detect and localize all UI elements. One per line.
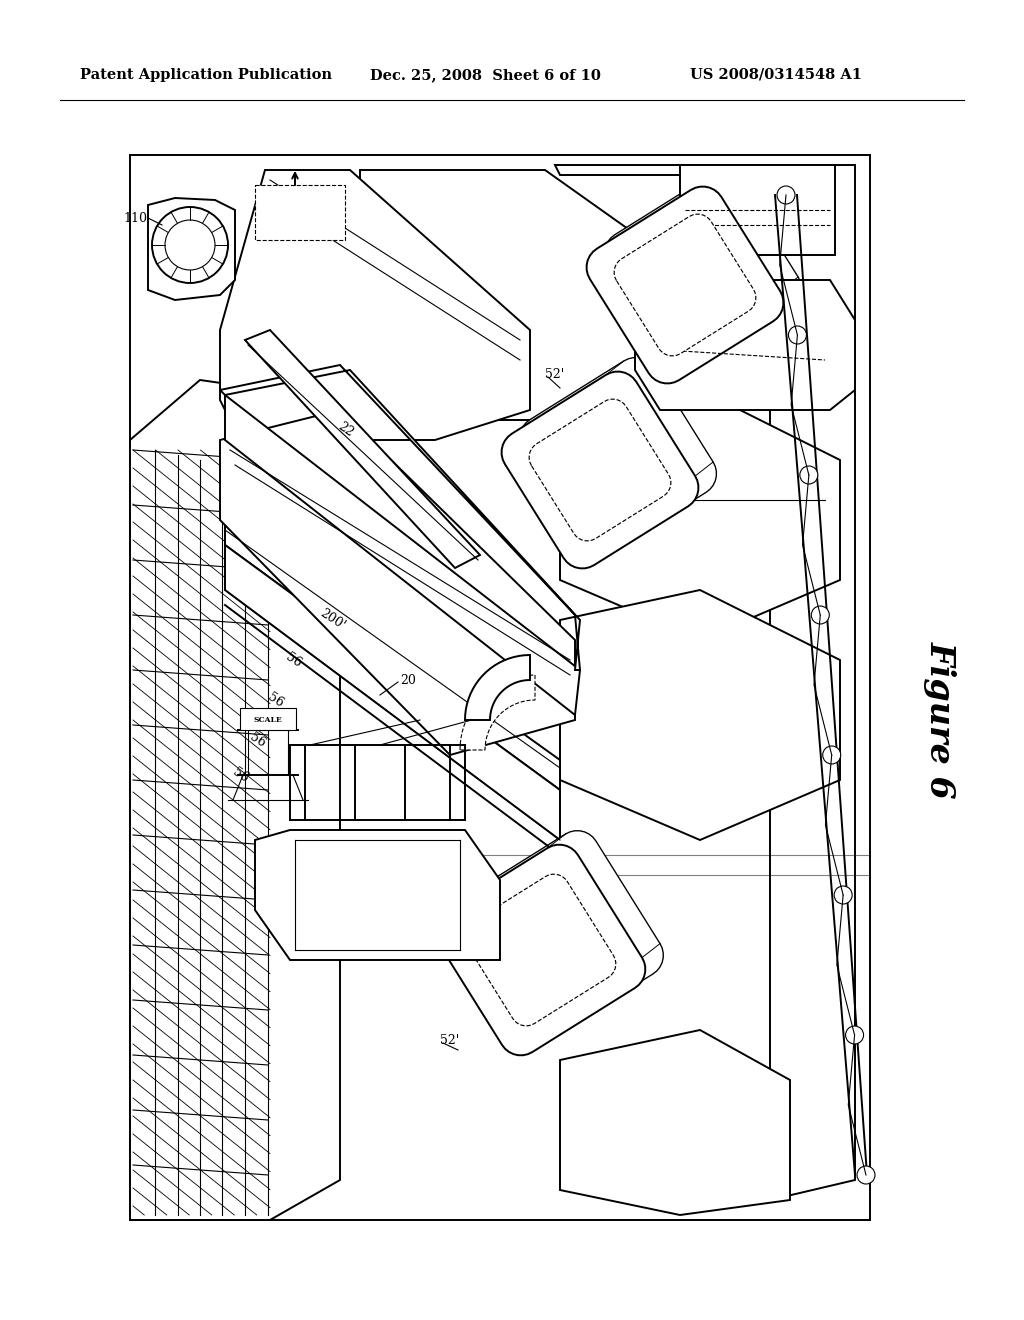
Polygon shape <box>465 655 530 719</box>
Polygon shape <box>130 380 340 1220</box>
Circle shape <box>788 326 807 345</box>
Text: 56: 56 <box>247 730 267 750</box>
Polygon shape <box>225 545 560 840</box>
Polygon shape <box>220 366 580 671</box>
Circle shape <box>811 606 829 624</box>
Polygon shape <box>587 186 783 383</box>
Text: 20: 20 <box>400 673 416 686</box>
Text: 200': 200' <box>318 607 348 632</box>
Circle shape <box>857 1166 874 1184</box>
Text: 56: 56 <box>230 766 251 785</box>
Polygon shape <box>604 173 802 370</box>
Polygon shape <box>529 399 671 541</box>
Circle shape <box>777 186 795 205</box>
Circle shape <box>800 466 818 484</box>
Polygon shape <box>255 830 500 960</box>
Polygon shape <box>519 358 717 554</box>
Text: 56: 56 <box>265 690 286 710</box>
Polygon shape <box>560 389 840 640</box>
Text: 110: 110 <box>123 211 147 224</box>
Polygon shape <box>225 395 580 715</box>
Polygon shape <box>635 280 855 411</box>
Polygon shape <box>245 330 480 568</box>
Text: US 2008/0314548 A1: US 2008/0314548 A1 <box>690 69 862 82</box>
Polygon shape <box>453 830 664 1041</box>
Text: 56: 56 <box>283 651 303 669</box>
Circle shape <box>822 746 841 764</box>
Text: Dec. 25, 2008  Sheet 6 of 10: Dec. 25, 2008 Sheet 6 of 10 <box>370 69 601 82</box>
Text: SCALE: SCALE <box>254 715 283 723</box>
Bar <box>240 708 296 730</box>
Circle shape <box>152 207 228 282</box>
Polygon shape <box>148 198 234 300</box>
Polygon shape <box>464 874 615 1026</box>
Circle shape <box>835 886 852 904</box>
Text: 22: 22 <box>335 420 355 440</box>
Polygon shape <box>435 845 645 1055</box>
Polygon shape <box>560 590 840 840</box>
Polygon shape <box>680 165 835 255</box>
Polygon shape <box>360 170 700 420</box>
Polygon shape <box>502 372 698 569</box>
Text: 52': 52' <box>545 368 564 381</box>
Circle shape <box>846 1026 863 1044</box>
Bar <box>130 154 870 1220</box>
Polygon shape <box>225 520 560 789</box>
Polygon shape <box>560 1030 790 1214</box>
Text: Figure 6: Figure 6 <box>924 642 956 799</box>
Polygon shape <box>614 214 756 356</box>
Circle shape <box>165 220 215 271</box>
Polygon shape <box>460 675 535 750</box>
Text: Patent Application Publication: Patent Application Publication <box>80 69 332 82</box>
Text: 52': 52' <box>440 1034 459 1047</box>
Polygon shape <box>220 411 575 755</box>
Bar <box>255 185 345 240</box>
Polygon shape <box>220 170 530 440</box>
